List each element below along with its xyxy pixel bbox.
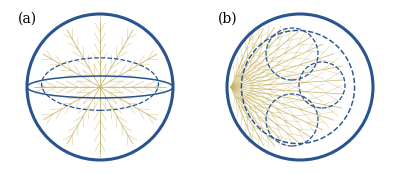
Text: (b): (b): [218, 12, 238, 26]
Text: (a): (a): [18, 12, 37, 26]
